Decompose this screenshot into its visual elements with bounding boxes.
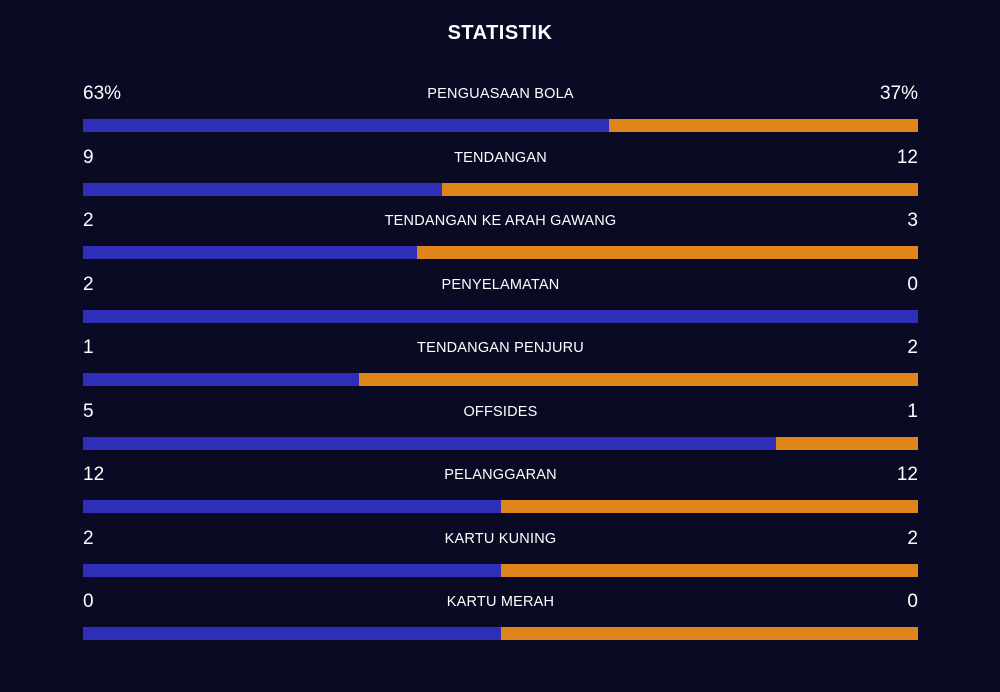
- comparison-bar: [83, 373, 918, 386]
- home-value: 2: [83, 210, 94, 231]
- stat-label: TENDANGAN: [454, 149, 547, 166]
- stat-row-corners: 1 TENDANGAN PENJURU 2: [83, 332, 918, 396]
- away-value: 2: [907, 337, 918, 358]
- home-bar-segment: [83, 500, 501, 513]
- stat-row-possession: 63% PENGUASAAN BOLA 37%: [83, 78, 918, 142]
- stat-row-red-cards: 0 KARTU MERAH 0: [83, 586, 918, 650]
- home-value: 2: [83, 273, 94, 295]
- home-bar-segment: [83, 119, 610, 132]
- stat-label: TENDANGAN PENJURU: [417, 340, 584, 356]
- home-bar-segment: [83, 563, 501, 577]
- panel-title: STATISTIK: [447, 22, 553, 44]
- comparison-bar: [83, 436, 918, 450]
- away-bar-segment: [500, 563, 918, 577]
- home-bar-segment: [83, 436, 777, 450]
- home-bar-segment: [83, 309, 918, 323]
- stat-row-fouls: 12 PELANGGARAN 12: [83, 459, 918, 523]
- stat-label: KARTU MERAH: [446, 594, 555, 610]
- comparison-bar: [83, 500, 918, 513]
- comparison-bar: [83, 627, 918, 640]
- away-value: 12: [896, 146, 918, 168]
- away-bar-segment: [609, 119, 918, 132]
- away-value: 2: [907, 527, 918, 549]
- away-bar-segment: [500, 500, 918, 513]
- home-value: 12: [83, 464, 105, 485]
- home-bar-segment: [83, 246, 417, 259]
- home-bar-segment: [83, 373, 359, 386]
- comparison-bar: [83, 182, 918, 196]
- stat-row-yellow-cards: 2 KARTU KUNING 2: [83, 523, 918, 587]
- comparison-bar: [83, 563, 918, 577]
- stat-row-shots: 9 TENDANGAN 12: [83, 142, 918, 206]
- home-value: 9: [83, 146, 94, 168]
- comparison-bar: [83, 119, 918, 132]
- away-value: 37%: [879, 83, 918, 104]
- away-value: 0: [907, 591, 918, 612]
- stat-row-saves: 2 PENYELAMATAN 0: [83, 269, 918, 333]
- away-value: 0: [907, 273, 918, 295]
- home-value: 1: [83, 337, 94, 358]
- stat-label: PENYELAMATAN: [441, 276, 560, 293]
- home-bar-segment: [83, 182, 443, 196]
- stat-label: TENDANGAN KE ARAH GAWANG: [384, 213, 617, 229]
- stats-list: 63% PENGUASAAN BOLA 37% 9 TENDANGAN 12: [83, 78, 918, 650]
- away-value: 3: [907, 210, 918, 231]
- home-value: 63%: [83, 83, 122, 104]
- away-value: 12: [896, 464, 918, 485]
- stat-label: PELANGGARAN: [444, 467, 557, 483]
- home-value: 2: [83, 527, 94, 549]
- stat-label: OFFSIDES: [463, 403, 538, 420]
- away-bar-segment: [417, 246, 918, 259]
- home-value: 0: [83, 591, 94, 612]
- home-value: 5: [83, 400, 94, 422]
- away-bar-segment: [358, 373, 918, 386]
- comparison-bar: [83, 309, 918, 323]
- away-bar-segment: [500, 627, 918, 640]
- away-value: 1: [907, 400, 918, 422]
- stat-label: PENGUASAAN BOLA: [427, 86, 574, 102]
- stat-row-offsides: 5 OFFSIDES 1: [83, 396, 918, 460]
- away-bar-segment: [442, 182, 918, 196]
- away-bar-segment: [776, 436, 918, 450]
- comparison-bar: [83, 246, 918, 259]
- stat-row-shots-on-target: 2 TENDANGAN KE ARAH GAWANG 3: [83, 205, 918, 269]
- home-bar-segment: [83, 627, 501, 640]
- stat-label: KARTU KUNING: [444, 530, 557, 547]
